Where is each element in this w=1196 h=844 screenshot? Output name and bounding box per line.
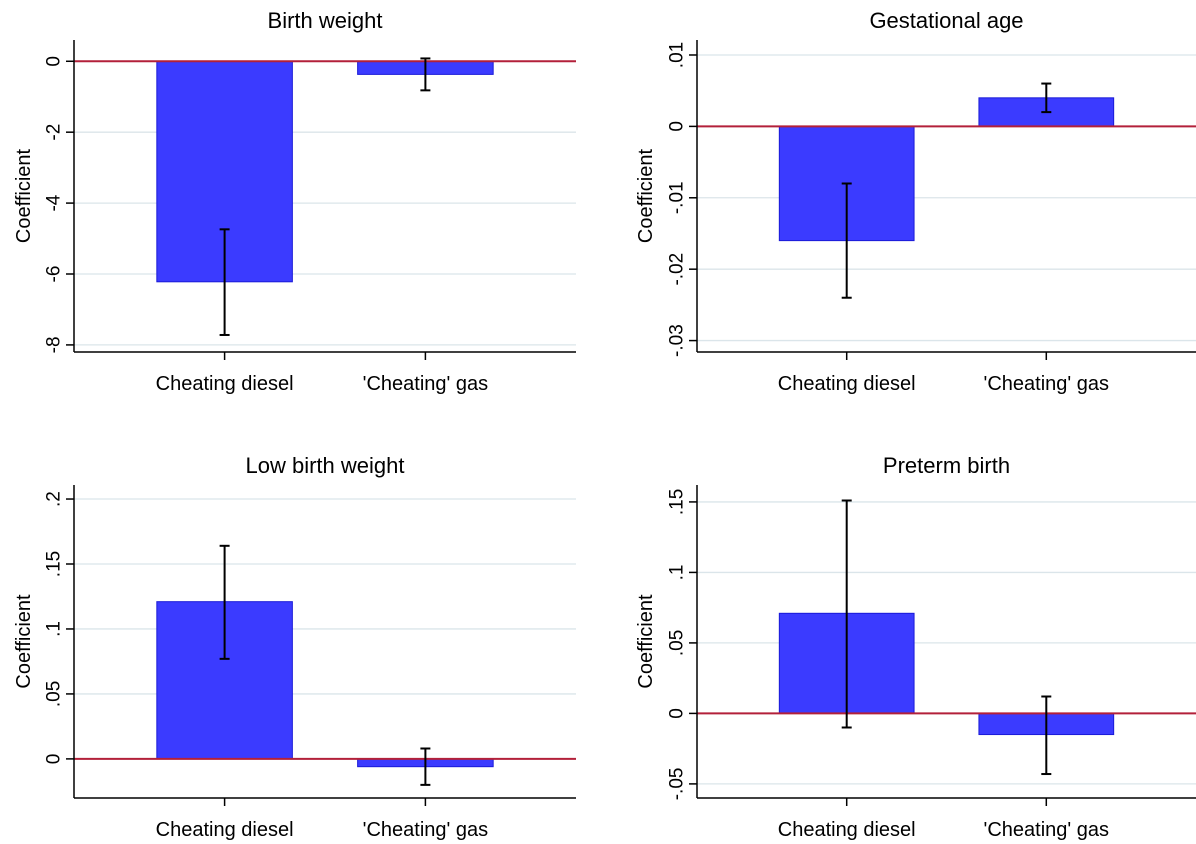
category-label: Cheating diesel: [156, 819, 294, 841]
y-tick-label: 0: [667, 708, 688, 719]
y-tick-label: -6: [44, 266, 65, 283]
y-tick-label: .05: [667, 630, 688, 656]
y-axis-title: Coefficient: [13, 148, 35, 243]
category-label: 'Cheating' gas: [984, 819, 1110, 841]
y-tick-label: -8: [44, 336, 65, 353]
panel-1: Gestational age .01 0 -.01 -.02 -.03 Cheating …: [635, 8, 1196, 395]
y-tick-label: -.03: [667, 324, 688, 357]
y-tick-label: -.01: [667, 181, 688, 214]
panel-title: Low birth weight: [246, 453, 405, 478]
y-tick-label: .1: [667, 564, 688, 580]
y-tick-label: -4: [44, 194, 65, 211]
category-label: Cheating diesel: [778, 819, 916, 841]
y-tick-label: .15: [667, 489, 688, 515]
panel-title: Preterm birth: [883, 453, 1010, 478]
y-tick-label: 0: [667, 121, 688, 132]
category-label: 'Cheating' gas: [363, 819, 489, 841]
y-tick-label: -.02: [667, 253, 688, 286]
category-label: Cheating diesel: [156, 373, 294, 395]
category-label: 'Cheating' gas: [984, 373, 1110, 395]
y-tick-label: .15: [44, 551, 65, 577]
y-tick-label: .2: [44, 491, 65, 507]
y-axis-title: Coefficient: [635, 594, 657, 689]
panel-2: Low birth weight .2 .15 .1 .05 0 Cheating dies…: [13, 453, 576, 841]
y-tick-label: -2: [44, 124, 65, 141]
y-axis-title: Coefficient: [635, 148, 657, 243]
panel-title: Birth weight: [268, 8, 383, 33]
panel-3: Preterm birth .15 .1 .05 0 -.05 Cheating diese…: [635, 453, 1196, 841]
y-tick-label: .01: [667, 42, 688, 68]
category-label: 'Cheating' gas: [363, 373, 489, 395]
y-tick-label: .05: [44, 681, 65, 707]
y-tick-label: 0: [44, 56, 65, 67]
y-tick-label: -.05: [667, 768, 688, 801]
y-tick-label: 0: [44, 754, 65, 765]
y-tick-label: .1: [44, 621, 65, 637]
panel-0: Birth weight 0 -2 -4 -6 -8 Cheating diesel 'Che…: [13, 8, 576, 395]
category-label: Cheating diesel: [778, 373, 916, 395]
panel-title: Gestational age: [869, 8, 1023, 33]
y-axis-title: Coefficient: [13, 594, 35, 689]
